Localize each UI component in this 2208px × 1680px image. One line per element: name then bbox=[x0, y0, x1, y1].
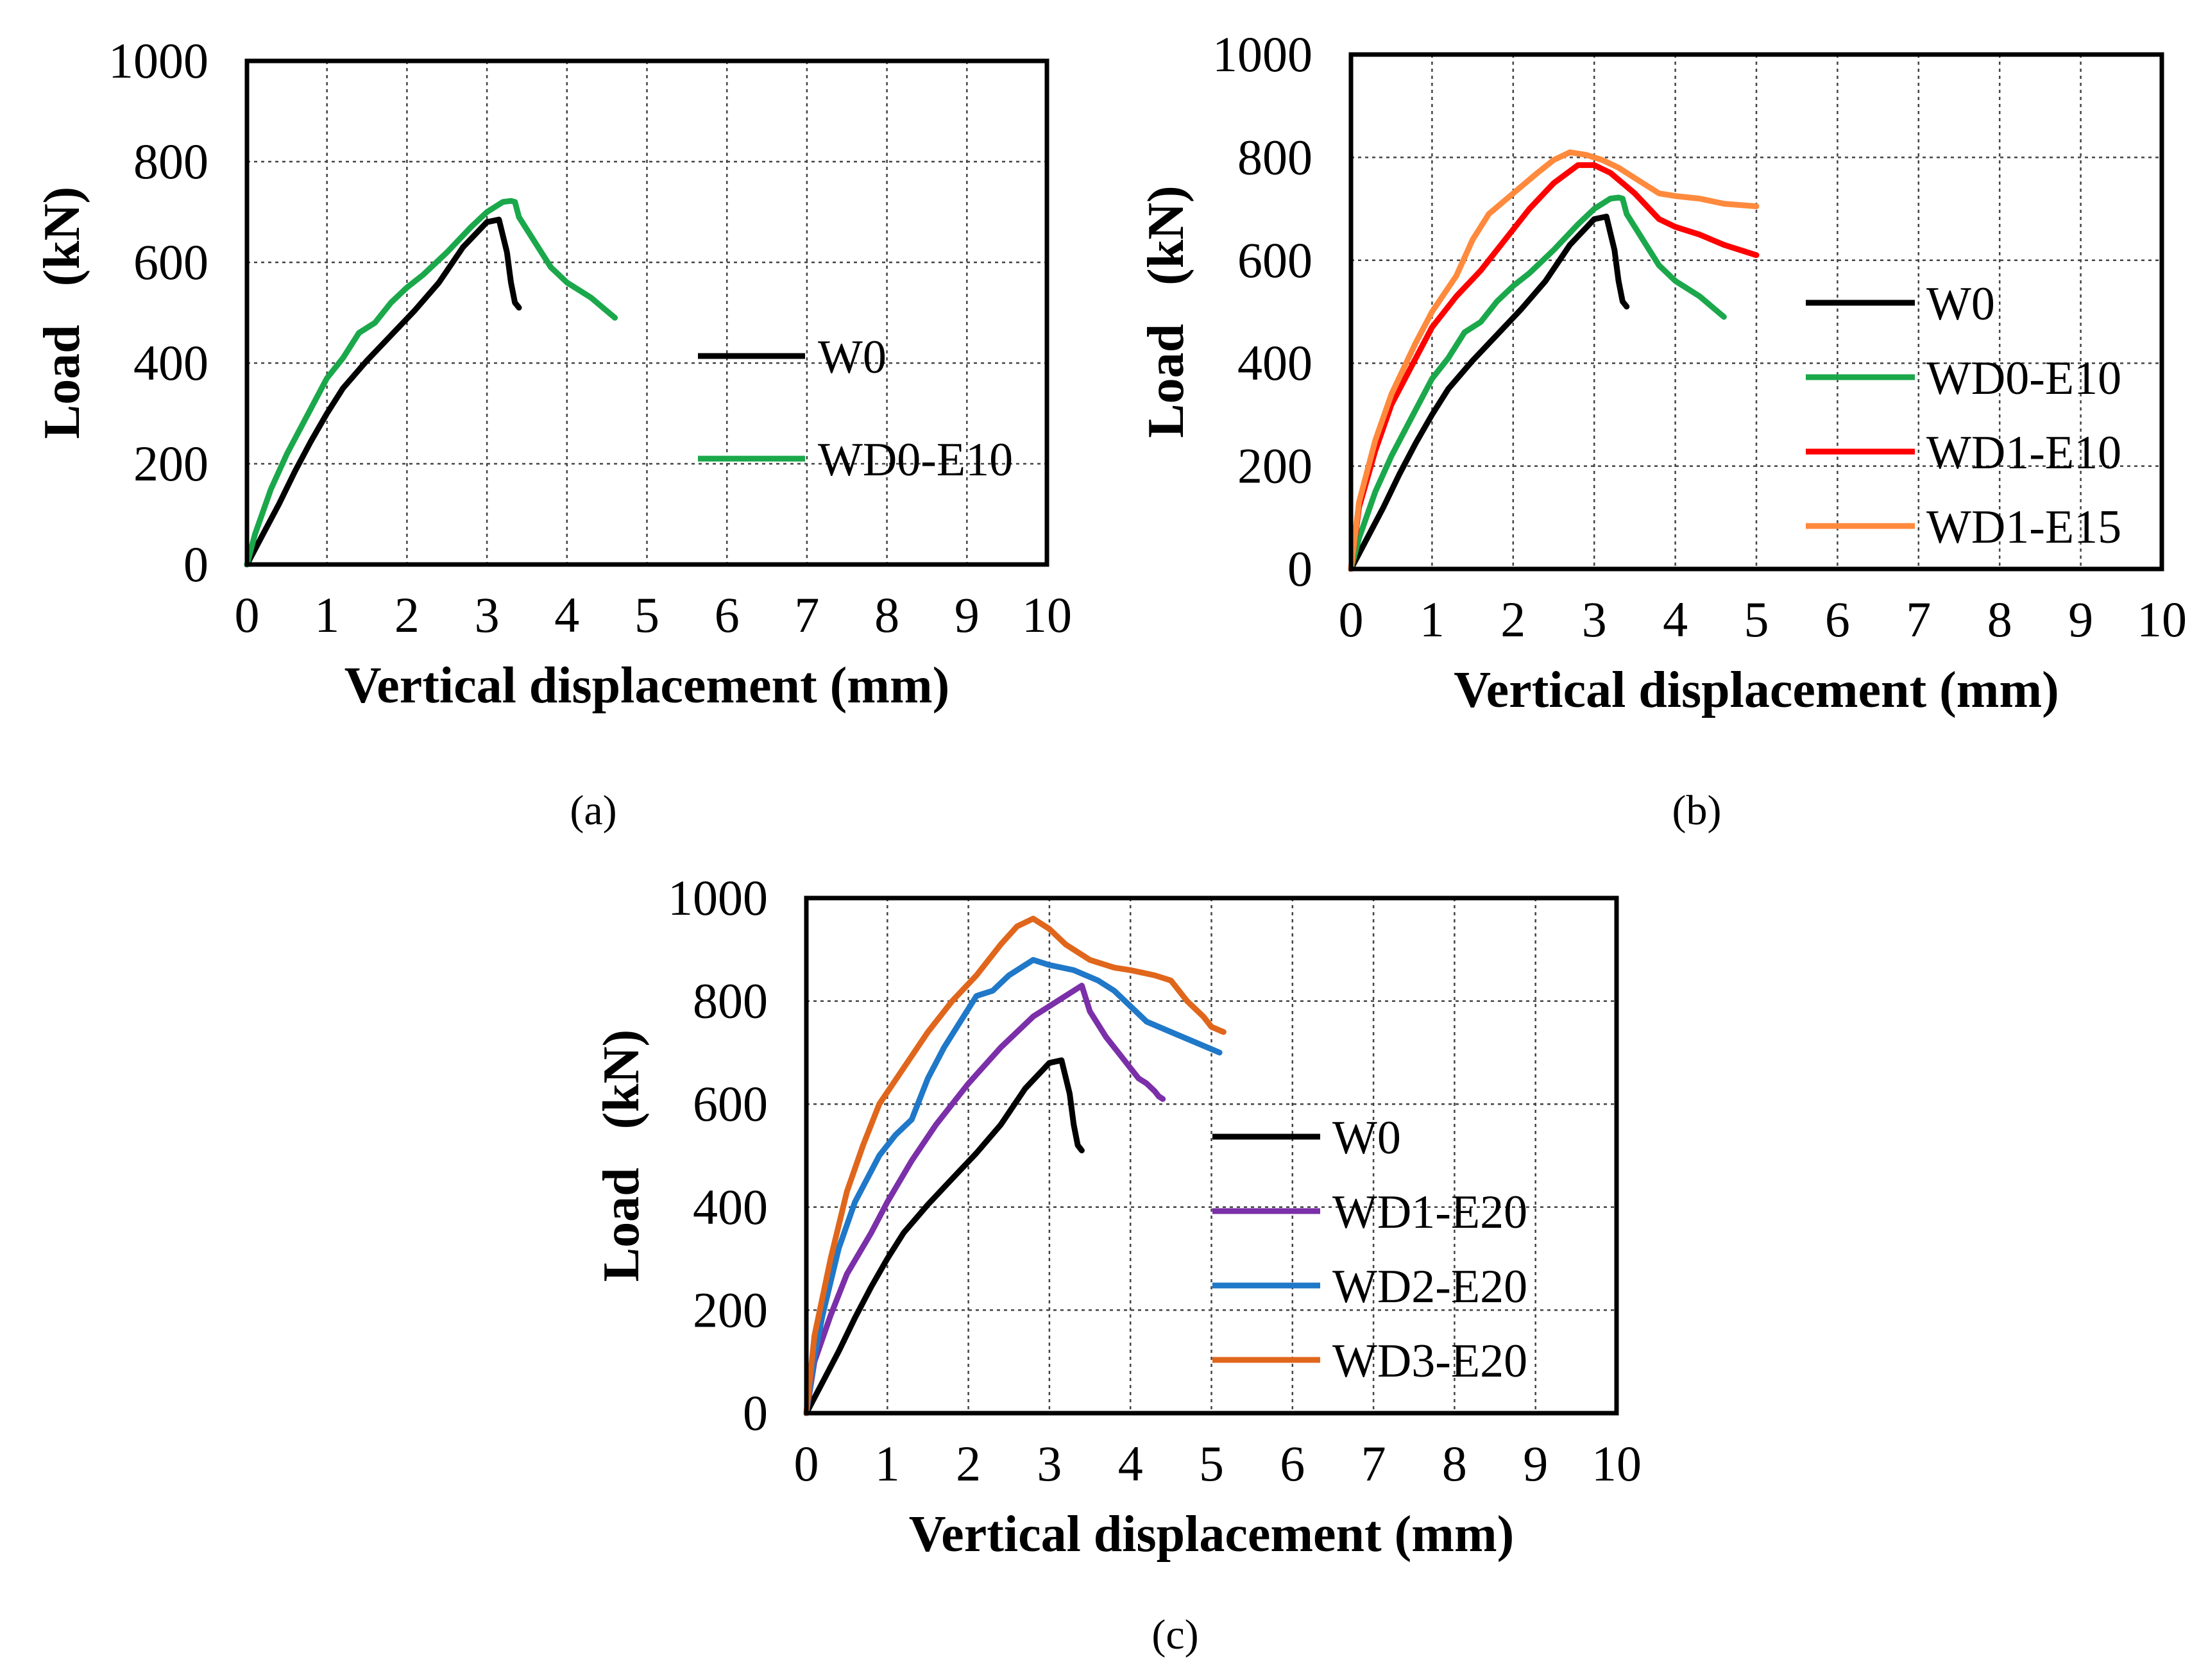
y-tick-label: 1000 bbox=[108, 33, 208, 89]
plot-area-frame bbox=[1348, 52, 2164, 572]
plot-area-frame bbox=[804, 895, 1619, 1416]
x-tick-label: 8 bbox=[1442, 1436, 1467, 1491]
y-tick-label: 200 bbox=[1237, 438, 1312, 494]
series-line-wd3-e20 bbox=[803, 915, 1227, 1416]
y-tick-label: 1000 bbox=[668, 870, 768, 926]
x-tick-label: 2 bbox=[956, 1436, 981, 1491]
x-tick-label: 0 bbox=[794, 1436, 819, 1491]
x-tick-label: 7 bbox=[1906, 591, 1931, 647]
plot-area-frame bbox=[244, 58, 1049, 567]
y-axis-title: Load (kN) bbox=[34, 187, 90, 439]
legend: W0 WD0-E10 WD1-E10 WD1-E15 bbox=[1806, 278, 2121, 554]
x-tick-label: 3 bbox=[1582, 591, 1607, 647]
series-line-wd0-e10 bbox=[244, 198, 618, 568]
legend-label: WD0-E10 bbox=[818, 434, 1013, 486]
y-axis-title: Load (kN) bbox=[593, 1030, 650, 1282]
y-tick-label: 400 bbox=[693, 1179, 768, 1235]
x-axis-title: Vertical displacement (mm) bbox=[909, 1506, 1514, 1563]
x-tick-label: 7 bbox=[1361, 1436, 1386, 1491]
series-line-wd1-e20 bbox=[803, 983, 1166, 1416]
legend-label: WD1-E20 bbox=[1332, 1186, 1527, 1239]
series-line-wd1-e10 bbox=[1348, 162, 1760, 572]
panel-label: (c) bbox=[1151, 1611, 1198, 1658]
y-axis-title: Load (kN) bbox=[1138, 185, 1194, 437]
x-tick-label: 4 bbox=[1118, 1436, 1143, 1491]
x-tick-label: 1 bbox=[875, 1436, 900, 1491]
x-tick-label: 3 bbox=[475, 587, 500, 643]
x-tick-label: 8 bbox=[1987, 591, 2012, 647]
x-tick-label: 0 bbox=[1339, 591, 1364, 647]
x-tick-label: 0 bbox=[235, 587, 260, 643]
x-tick-label: 1 bbox=[1420, 591, 1445, 647]
x-tick-label: 2 bbox=[1500, 591, 1525, 647]
x-tick-label: 7 bbox=[794, 587, 819, 643]
x-tick-label: 4 bbox=[1663, 591, 1688, 647]
x-tick-label: 6 bbox=[715, 587, 740, 643]
y-tick-label: 800 bbox=[133, 133, 208, 189]
x-tick-label: 10 bbox=[2137, 591, 2187, 647]
legend-label: W0 bbox=[818, 331, 887, 384]
panel-label: (b) bbox=[1672, 787, 1722, 834]
x-tick-label: 1 bbox=[314, 587, 339, 643]
series-line-wd1-e15 bbox=[1348, 149, 1760, 572]
x-tick-label: 9 bbox=[2068, 591, 2093, 647]
panel-label: (a) bbox=[570, 787, 616, 834]
x-tick-label: 6 bbox=[1280, 1436, 1305, 1491]
legend-label: WD1-E10 bbox=[1926, 427, 2121, 479]
y-tick-label: 600 bbox=[693, 1076, 768, 1132]
y-tick-label: 600 bbox=[1237, 232, 1312, 288]
x-tick-label: 6 bbox=[1825, 591, 1850, 647]
legend: W0 WD0-E10 bbox=[698, 331, 1013, 486]
legend-label: W0 bbox=[1332, 1112, 1401, 1164]
series-line-w0 bbox=[1348, 214, 1630, 572]
legend-label: WD0-E10 bbox=[1926, 352, 2121, 405]
y-tick-label: 600 bbox=[133, 234, 208, 290]
x-tick-label: 9 bbox=[1523, 1436, 1548, 1491]
legend-label: WD3-E20 bbox=[1332, 1335, 1527, 1387]
x-tick-label: 9 bbox=[955, 587, 980, 643]
x-tick-label: 3 bbox=[1037, 1436, 1062, 1491]
y-tick-label: 800 bbox=[693, 973, 768, 1029]
y-tick-label: 0 bbox=[743, 1385, 768, 1441]
x-axis-title: Vertical displacement (mm) bbox=[1454, 662, 2059, 718]
y-tick-label: 1000 bbox=[1212, 26, 1312, 82]
x-tick-label: 8 bbox=[874, 587, 899, 643]
y-tick-label: 800 bbox=[1237, 129, 1312, 185]
x-axis-title: Vertical displacement (mm) bbox=[344, 658, 949, 714]
x-tick-label: 5 bbox=[634, 587, 659, 643]
series-line-w0 bbox=[803, 1057, 1085, 1416]
legend-label: WD1-E15 bbox=[1926, 501, 2121, 554]
y-tick-label: 400 bbox=[133, 335, 208, 391]
legend: W0 WD1-E20 WD2-E20 WD3-E20 bbox=[1212, 1112, 1527, 1387]
y-tick-label: 0 bbox=[1287, 541, 1312, 597]
x-tick-label: 5 bbox=[1744, 591, 1769, 647]
x-tick-label: 5 bbox=[1199, 1436, 1224, 1491]
x-tick-label: 4 bbox=[554, 587, 579, 643]
y-tick-label: 0 bbox=[183, 536, 208, 592]
x-tick-label: 10 bbox=[1022, 587, 1072, 643]
legend-label: W0 bbox=[1926, 278, 1995, 330]
y-tick-label: 200 bbox=[693, 1282, 768, 1337]
x-tick-label: 2 bbox=[395, 587, 420, 643]
series-line-w0 bbox=[244, 216, 522, 568]
chart-panel-c: 0 1 2 3 4 5 6 7 8 9 10 0 200 400 600 800 1000 Vertical di… bbox=[593, 870, 1642, 1658]
legend-label: WD2-E20 bbox=[1332, 1260, 1527, 1313]
series-line-wd2-e20 bbox=[803, 956, 1223, 1416]
y-tick-label: 400 bbox=[1237, 335, 1312, 391]
y-tick-label: 200 bbox=[133, 436, 208, 491]
series-line-wd0-e10 bbox=[1348, 194, 1727, 572]
x-tick-label: 10 bbox=[1592, 1436, 1642, 1491]
